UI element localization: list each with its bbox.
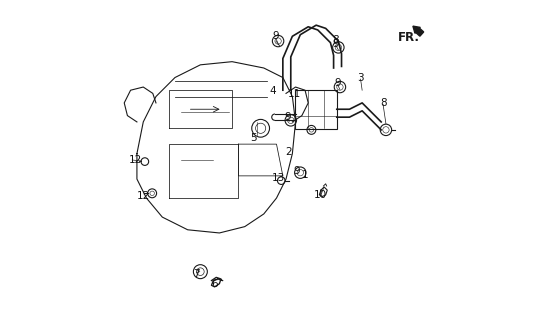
Text: 9: 9 bbox=[284, 113, 290, 123]
Text: 12: 12 bbox=[129, 155, 142, 165]
Text: 13: 13 bbox=[272, 173, 285, 183]
Text: 12: 12 bbox=[137, 190, 150, 201]
Text: 11: 11 bbox=[288, 89, 301, 99]
Text: 9: 9 bbox=[335, 78, 341, 88]
Text: 8: 8 bbox=[332, 35, 339, 45]
Text: 4: 4 bbox=[269, 86, 276, 96]
Text: 6: 6 bbox=[212, 279, 218, 289]
FancyBboxPatch shape bbox=[295, 90, 337, 129]
Text: 1: 1 bbox=[302, 170, 309, 180]
Text: 9: 9 bbox=[273, 31, 279, 41]
Text: FR.: FR. bbox=[398, 31, 420, 44]
Text: 5: 5 bbox=[251, 133, 257, 143]
Text: 2: 2 bbox=[285, 148, 291, 157]
Text: 9: 9 bbox=[294, 166, 300, 176]
Text: 7: 7 bbox=[193, 269, 200, 279]
Text: 9: 9 bbox=[332, 39, 339, 49]
Text: 3: 3 bbox=[357, 73, 364, 83]
FancyArrow shape bbox=[413, 26, 424, 36]
Text: 8: 8 bbox=[380, 98, 387, 108]
Text: 10: 10 bbox=[314, 190, 327, 200]
